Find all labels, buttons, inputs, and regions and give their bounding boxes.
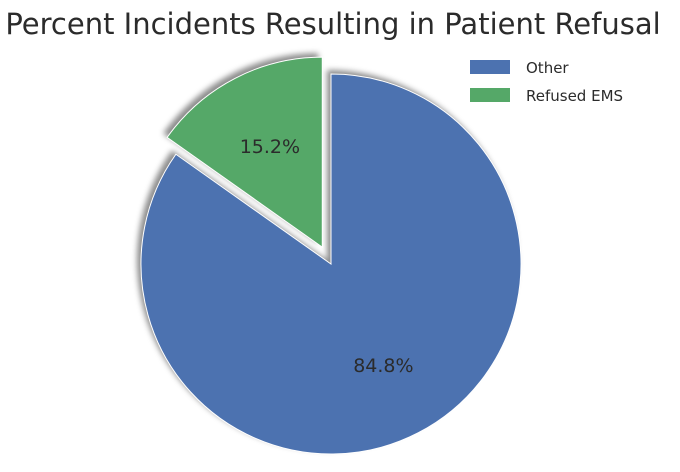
legend-label: Other (526, 59, 569, 77)
pie-slices (140, 56, 522, 455)
pie-slice-refused-ems (166, 56, 323, 249)
legend-swatch (470, 88, 510, 102)
pie-data-labels: 84.8% 15.2% (240, 136, 414, 377)
legend: Other Refused EMS (470, 59, 623, 105)
legend-label: Refused EMS (526, 87, 623, 105)
legend-entry-other: Other (470, 59, 569, 77)
pie-label-other: 84.8% (353, 355, 413, 377)
legend-swatch (470, 60, 510, 74)
pie-label-refused-ems: 15.2% (240, 136, 300, 158)
chart-title: Percent Incidents Resulting in Patient R… (5, 7, 660, 41)
legend-entry-refused-ems: Refused EMS (470, 87, 623, 105)
pie-slice-other (140, 73, 522, 455)
